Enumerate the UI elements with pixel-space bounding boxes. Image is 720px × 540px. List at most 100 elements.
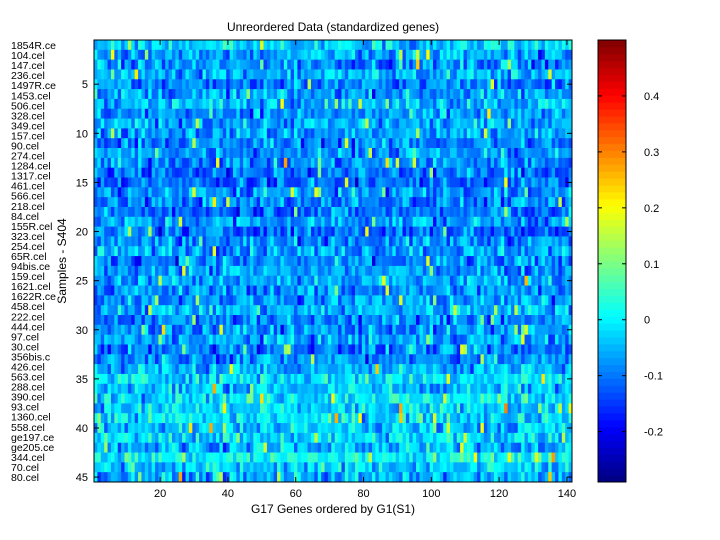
heatmap-cell bbox=[507, 246, 512, 257]
heatmap-cell bbox=[439, 305, 444, 316]
heatmap-cell bbox=[426, 206, 431, 218]
heatmap-cell bbox=[134, 157, 139, 169]
heatmap-cell bbox=[470, 226, 475, 237]
heatmap-cell bbox=[487, 118, 492, 129]
heatmap-cell bbox=[429, 138, 434, 149]
heatmap-cell bbox=[151, 236, 156, 247]
heatmap-cell bbox=[456, 138, 461, 149]
heatmap-cell bbox=[294, 305, 298, 316]
heatmap-cell bbox=[355, 246, 359, 257]
heatmap-cell bbox=[331, 295, 336, 306]
heatmap-cell bbox=[107, 354, 112, 365]
heatmap-cell bbox=[395, 206, 400, 218]
heatmap-cell bbox=[446, 128, 451, 139]
heatmap-cell bbox=[222, 383, 227, 394]
heatmap-cell bbox=[158, 79, 163, 90]
heatmap-cell bbox=[229, 364, 234, 375]
heatmap-cell bbox=[304, 236, 308, 247]
heatmap-cell bbox=[100, 49, 105, 61]
heatmap-cell bbox=[199, 285, 203, 296]
heatmap-cell bbox=[483, 373, 488, 385]
heatmap-cell bbox=[544, 148, 549, 159]
heatmap-cell bbox=[385, 197, 390, 208]
heatmap-cell bbox=[497, 364, 502, 375]
heatmap-cell bbox=[195, 98, 200, 110]
heatmap-cell bbox=[151, 89, 156, 100]
heatmap-cell bbox=[205, 89, 210, 100]
heatmap-cell bbox=[287, 148, 292, 159]
heatmap-cell bbox=[165, 373, 169, 385]
heatmap-cell bbox=[283, 187, 288, 198]
heatmap-cell bbox=[114, 354, 119, 365]
heatmap-cell bbox=[551, 98, 556, 110]
heatmap-cell bbox=[480, 226, 485, 237]
heatmap-cell bbox=[517, 334, 522, 345]
heatmap-cell bbox=[368, 334, 373, 345]
heatmap-cell bbox=[358, 89, 363, 100]
heatmap-cell bbox=[395, 69, 400, 80]
heatmap-cell bbox=[477, 315, 481, 326]
heatmap-cell bbox=[185, 236, 190, 247]
heatmap-cell bbox=[365, 89, 369, 100]
heatmap-cell bbox=[212, 364, 217, 375]
heatmap-cell bbox=[460, 197, 464, 208]
heatmap-cell bbox=[422, 265, 427, 277]
heatmap-cell bbox=[229, 138, 234, 149]
heatmap-cell bbox=[456, 246, 461, 257]
heatmap-cell bbox=[473, 256, 478, 267]
heatmap-cell bbox=[494, 49, 498, 61]
heatmap-cell bbox=[219, 167, 224, 178]
heatmap-cell bbox=[131, 128, 136, 139]
heatmap-cell bbox=[527, 98, 532, 110]
heatmap-cell bbox=[419, 187, 424, 198]
heatmap-cell bbox=[473, 59, 478, 70]
heatmap-cell bbox=[473, 324, 478, 336]
heatmap-cell bbox=[205, 305, 210, 316]
heatmap-cell bbox=[253, 236, 258, 247]
heatmap-cell bbox=[256, 89, 261, 100]
heatmap-cell bbox=[307, 285, 312, 296]
heatmap-cell bbox=[510, 285, 515, 296]
heatmap-cell bbox=[222, 236, 227, 247]
heatmap-cell bbox=[280, 364, 285, 375]
heatmap-cell bbox=[232, 40, 237, 51]
heatmap-cell bbox=[117, 69, 122, 80]
heatmap-cell bbox=[331, 373, 336, 385]
heatmap-cell bbox=[304, 324, 308, 336]
heatmap-cell bbox=[392, 49, 397, 61]
heatmap-cell bbox=[334, 197, 339, 208]
heatmap-cell bbox=[456, 324, 461, 336]
heatmap-cell bbox=[402, 324, 407, 336]
heatmap-cell bbox=[514, 285, 519, 296]
heatmap-cell bbox=[365, 79, 369, 90]
heatmap-cell bbox=[555, 216, 559, 228]
heatmap-cell bbox=[256, 334, 261, 345]
heatmap-cell bbox=[229, 59, 234, 70]
heatmap-cell bbox=[405, 334, 410, 345]
heatmap-cell bbox=[202, 197, 207, 208]
heatmap-cell bbox=[412, 226, 417, 237]
heatmap-cell bbox=[216, 177, 220, 188]
heatmap-cell bbox=[466, 246, 471, 257]
heatmap-cell bbox=[287, 364, 292, 375]
heatmap-cell bbox=[341, 295, 346, 306]
heatmap-cell bbox=[219, 79, 224, 90]
heatmap-cell bbox=[253, 79, 258, 90]
heatmap-cell bbox=[94, 148, 98, 159]
heatmap-cell bbox=[538, 177, 542, 188]
heatmap-cell bbox=[399, 128, 403, 139]
heatmap-cell bbox=[365, 236, 369, 247]
heatmap-cell bbox=[517, 275, 522, 286]
heatmap-cell bbox=[358, 364, 363, 375]
heatmap-cell bbox=[456, 206, 461, 218]
heatmap-cell bbox=[544, 59, 549, 70]
heatmap-cell bbox=[290, 79, 295, 90]
heatmap-cell bbox=[195, 275, 200, 286]
heatmap-cell bbox=[131, 157, 136, 169]
heatmap-cell bbox=[222, 246, 227, 257]
heatmap-cell bbox=[297, 79, 302, 90]
heatmap-cell bbox=[382, 177, 386, 188]
heatmap-cell bbox=[490, 69, 495, 80]
heatmap-cell bbox=[232, 305, 237, 316]
heatmap-cell bbox=[514, 226, 519, 237]
